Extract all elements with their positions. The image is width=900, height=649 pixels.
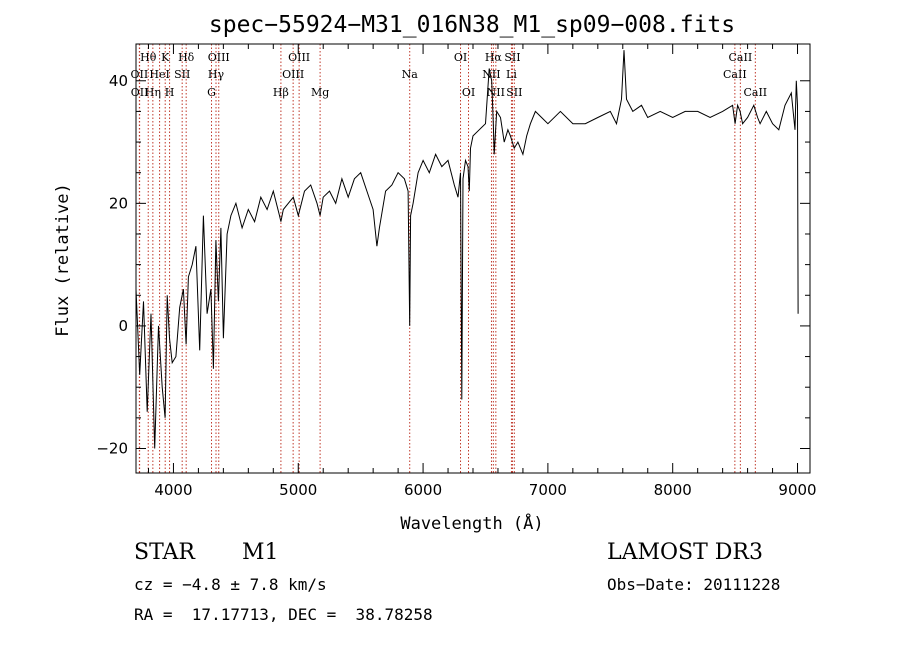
chart-title: spec−55924−M31_016N38_M1_sp09−008.fits xyxy=(209,12,735,38)
spectrum-line xyxy=(135,50,799,449)
y-tick-label: −20 xyxy=(96,439,128,457)
emission-line-label: NII xyxy=(482,68,500,81)
emission-line-label: Na xyxy=(402,68,419,81)
line-labels-group: OII OII Hθ Hη HeI K SII H Hδ OIII Hγ G Hβ OIII OIII Mg N… xyxy=(131,51,768,99)
emission-lines-group xyxy=(138,44,756,473)
x-tick-label: 5000 xyxy=(279,481,317,499)
emission-line-label: OI xyxy=(454,51,467,64)
redshift-cz: cz = −4.8 ± 7.8 km/s xyxy=(134,575,327,594)
x-tick-label: 9000 xyxy=(778,481,816,499)
y-axis-ticks: −20 0 20 40 xyxy=(96,72,810,457)
plot-frame xyxy=(135,43,811,474)
emission-line-label: HeI xyxy=(149,68,169,81)
emission-line-label: OII xyxy=(131,86,149,99)
emission-line-label: NII xyxy=(487,86,505,99)
emission-line-label: CaII xyxy=(729,51,753,64)
emission-line-label: K xyxy=(161,51,170,64)
emission-line-label: Hδ xyxy=(178,51,195,64)
emission-line-label: CaII xyxy=(743,86,767,99)
object-subclass: M1 xyxy=(242,540,279,565)
emission-line-label: OIII xyxy=(288,51,310,64)
emission-line-label: Hη xyxy=(145,86,161,99)
emission-line-label: Li xyxy=(506,68,517,81)
emission-line-label: SII xyxy=(506,86,522,99)
y-tick-label: 20 xyxy=(109,194,128,212)
emission-line-label: Hθ xyxy=(140,51,157,64)
emission-line-label: G xyxy=(207,86,216,99)
emission-line-label: Mg xyxy=(311,86,329,99)
coordinates: RA = 17.17713, DEC = 38.78258 xyxy=(134,605,433,624)
x-axis-label: Wavelength (Å) xyxy=(400,512,543,534)
emission-line-label: OII xyxy=(131,68,149,81)
x-tick-label: 7000 xyxy=(529,481,567,499)
x-tick-label: 6000 xyxy=(404,481,442,499)
x-tick-label: 4000 xyxy=(154,481,192,499)
x-axis-ticks: 4000 5000 6000 7000 8000 9000 xyxy=(147,44,817,499)
emission-line-label: OIII xyxy=(282,68,304,81)
emission-line-label: OIII xyxy=(208,51,230,64)
emission-line-label: CaII xyxy=(723,68,747,81)
survey-name: LAMOST DR3 xyxy=(607,540,763,565)
emission-line-label: Hβ xyxy=(273,86,289,99)
emission-line-label: SII xyxy=(174,68,190,81)
y-tick-label: 40 xyxy=(109,72,128,90)
emission-line-label: H xyxy=(165,86,175,99)
y-tick-label: 0 xyxy=(118,317,128,335)
emission-line-label: SII xyxy=(504,51,520,64)
emission-line-label: Hα xyxy=(485,51,503,64)
x-tick-label: 8000 xyxy=(654,481,692,499)
object-class: STAR xyxy=(134,540,195,565)
y-axis-label: Flux (relative) xyxy=(53,183,73,337)
observation-date: Obs−Date: 20111228 xyxy=(607,575,781,594)
emission-line-label: Hγ xyxy=(208,68,225,81)
emission-line-label: OI xyxy=(462,86,475,99)
